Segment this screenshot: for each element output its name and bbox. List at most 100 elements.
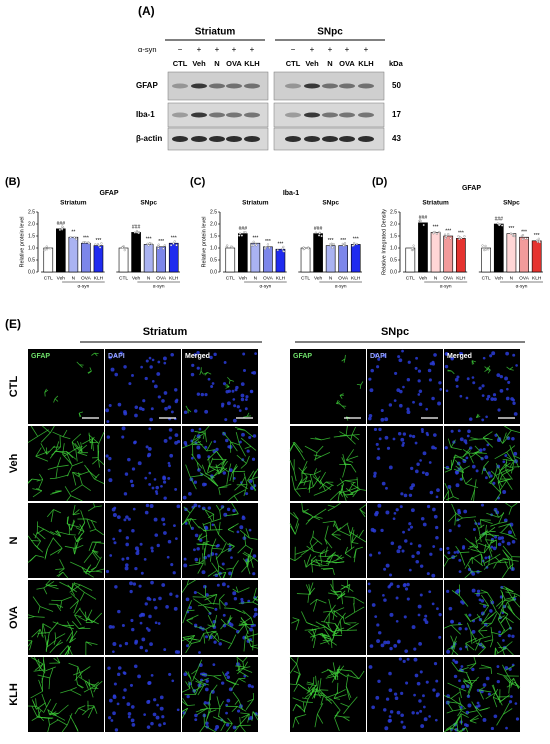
x-tick-label: KLH [169, 275, 179, 281]
nucleus [134, 566, 138, 571]
micrograph [181, 425, 259, 502]
nucleus [113, 541, 117, 545]
astrocyte [74, 708, 79, 715]
nucleus [224, 418, 228, 422]
nucleus [433, 514, 438, 519]
nucleus [414, 366, 418, 370]
micrograph-bg [105, 580, 181, 655]
nucleus [406, 582, 410, 587]
astrocyte [197, 533, 203, 541]
astrocyte [468, 438, 479, 441]
nucleus [121, 623, 125, 628]
nucleus [127, 517, 131, 521]
astrocyte [444, 467, 452, 470]
nucleus [221, 404, 224, 408]
astrocyte [342, 716, 350, 722]
nucleus [408, 493, 413, 497]
nucleus [402, 432, 407, 436]
astrocyte [67, 621, 73, 632]
nucleus [377, 503, 382, 508]
astrocyte [197, 684, 205, 696]
nucleus [445, 352, 449, 356]
nucleus [193, 409, 198, 413]
nucleus [137, 674, 141, 679]
blot-band [339, 136, 355, 142]
astrocyte [341, 484, 344, 492]
astrocyte [487, 369, 491, 374]
astrocyte [505, 502, 512, 508]
chart-title: GFAP [462, 185, 481, 192]
nucleus [452, 658, 456, 662]
astrocyte [53, 638, 57, 645]
nucleus [112, 642, 117, 646]
astrocyte [492, 697, 498, 708]
nucleus [185, 597, 190, 602]
astrocyte [243, 415, 248, 418]
astrocyte [330, 589, 338, 596]
nucleus [462, 545, 466, 549]
astrocyte [502, 641, 513, 650]
bar [300, 247, 311, 273]
nucleus [478, 448, 483, 452]
astrocyte [499, 694, 510, 703]
nucleus [478, 386, 482, 390]
data-point [443, 233, 447, 236]
astrocyte [448, 513, 457, 522]
nucleus [446, 546, 450, 550]
nucleus [410, 466, 414, 471]
x-tick-label: OVA [263, 275, 274, 281]
nucleus [204, 445, 208, 449]
astrocyte [240, 713, 250, 725]
nucleus [389, 573, 393, 577]
x-tick-label: CTL [406, 275, 415, 281]
data-point [173, 240, 176, 243]
row-label: Veh [8, 453, 20, 473]
astrocyte [237, 666, 245, 675]
astrocyte [240, 437, 252, 447]
astrocyte [62, 429, 68, 437]
nucleus [457, 524, 461, 528]
astrocyte [44, 634, 48, 647]
astrocyte [59, 559, 65, 569]
astrocyte [87, 506, 95, 512]
astrocyte [336, 592, 346, 600]
bar [506, 233, 517, 273]
nucleus [162, 356, 167, 361]
astrocyte [457, 710, 462, 717]
nucleus [375, 442, 379, 446]
nucleus [111, 625, 115, 629]
nucleus [383, 567, 387, 571]
data-point [58, 228, 61, 231]
astrocyte [92, 550, 101, 559]
astrocyte [237, 624, 246, 634]
astrocyte [240, 463, 247, 469]
nucleus [132, 582, 137, 586]
nucleus [466, 694, 471, 698]
data-point [84, 241, 87, 244]
astrocyte [453, 468, 464, 474]
astrocyte [321, 636, 332, 640]
data-point [264, 247, 267, 250]
x-axis-label: α-syn [153, 284, 165, 289]
astrocyte [37, 674, 50, 679]
astrocyte [84, 591, 97, 600]
astrocyte [79, 522, 86, 531]
astrocyte [460, 713, 469, 718]
nucleus [175, 398, 179, 402]
astrocyte [502, 708, 513, 715]
astrocyte [55, 474, 69, 479]
astrocyte [458, 670, 468, 674]
astrocyte [328, 669, 339, 678]
astrocyte [358, 670, 365, 680]
astrocyte [342, 491, 347, 502]
nucleus [166, 555, 170, 559]
data-point [147, 244, 150, 247]
astrocyte [191, 640, 201, 644]
nucleus [162, 476, 167, 481]
astrocyte [47, 537, 54, 550]
astrocyte [470, 489, 475, 501]
astrocyte [294, 487, 308, 490]
astrocyte [325, 481, 334, 486]
nucleus [386, 640, 391, 645]
nucleus [418, 389, 423, 394]
